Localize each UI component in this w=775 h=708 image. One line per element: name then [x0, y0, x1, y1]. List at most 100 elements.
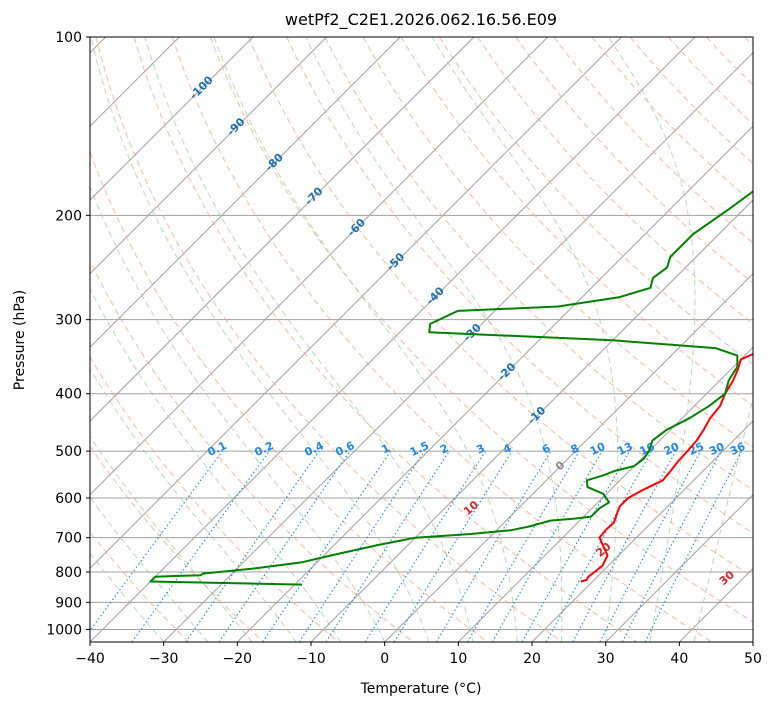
dry-adiabat-line	[744, 37, 753, 47]
mixing-ratio-label: 3	[474, 442, 486, 457]
mixing-ratio-line	[435, 450, 552, 642]
mixing-ratio-label: 25	[687, 440, 706, 458]
moist-adiabat-line	[90, 496, 209, 642]
y-tick-label: 800	[55, 565, 82, 581]
dry-adiabat-line	[324, 37, 753, 491]
theta-label: 10	[461, 498, 481, 518]
mixing-ratio-label: 4	[501, 441, 514, 456]
dry-adiabat-line	[90, 150, 488, 642]
mixing-ratio-line	[298, 450, 425, 642]
isotherm-label: -10	[525, 404, 548, 427]
dry-adiabat-line	[95, 37, 563, 642]
mixing-ratio-line	[364, 450, 486, 642]
isotherm-line	[90, 37, 622, 570]
dry-adiabat-line	[248, 37, 753, 578]
isotherm-line	[457, 346, 753, 642]
isotherm-label: 0	[553, 458, 568, 473]
moist-adiabat-line	[90, 37, 430, 642]
chart-title: wetPf2_C2E1.2026.062.16.56.E09	[285, 10, 557, 30]
mixing-ratio-line	[90, 450, 223, 632]
dry-adiabat-line	[668, 37, 753, 125]
dry-adiabat-line	[90, 445, 264, 642]
y-tick-label: 300	[55, 313, 82, 329]
mixing-ratio-label: 0.4	[303, 439, 326, 459]
y-tick-label: 600	[55, 491, 82, 507]
isotherm-line	[236, 125, 753, 642]
mixing-ratio-line	[467, 450, 580, 642]
mixing-ratio-line	[218, 450, 351, 642]
mixing-ratio-line	[185, 450, 320, 642]
moist-adiabat-line	[90, 435, 253, 642]
theta-label: 30	[717, 568, 737, 588]
x-tick-label: −10	[296, 651, 326, 667]
x-tick-label: 30	[597, 651, 615, 667]
y-tick-label: 400	[55, 387, 82, 403]
x-tick-label: 20	[523, 651, 541, 667]
x-tick-label: 40	[670, 651, 688, 667]
background-lines	[90, 37, 753, 642]
dry-adiabat-line	[706, 37, 753, 86]
dry-adiabat-line	[210, 37, 753, 623]
isotherm-label: -90	[224, 115, 247, 138]
x-tick-label: −20	[223, 651, 253, 667]
x-tick-label: 0	[380, 651, 389, 667]
dry-adiabat-line	[90, 356, 339, 642]
isotherm-line	[310, 199, 753, 642]
moist-adiabat-line	[90, 185, 386, 642]
isotherm-line	[90, 37, 549, 496]
x-axis-label: Temperature (°C)	[360, 681, 482, 697]
dry-adiabat-line	[90, 531, 190, 642]
y-axis-label: Pressure (hPa)	[12, 290, 28, 390]
dewpoint-profile-line	[149, 190, 753, 586]
isotherm-label: -100	[187, 73, 216, 102]
isotherm-line	[384, 272, 753, 642]
moist-adiabat-line	[305, 37, 563, 642]
isotherm-line	[752, 641, 753, 642]
mixing-ratio-label: 30	[707, 440, 727, 458]
isotherm-line	[90, 37, 254, 201]
moist-adiabat-line	[693, 395, 753, 642]
moist-adiabat-line	[607, 37, 696, 642]
dry-adiabat-line	[90, 259, 414, 642]
mixing-ratio-label: 6	[540, 441, 553, 456]
dry-adiabat-line	[438, 37, 753, 366]
dry-adiabat-line	[400, 37, 753, 407]
mixing-ratio-line	[545, 450, 653, 642]
moist-adiabat-line	[90, 287, 341, 642]
x-tick-label: −40	[75, 651, 105, 667]
mixing-ratio-label: 10	[588, 440, 608, 458]
y-tick-label: 1000	[46, 622, 82, 638]
mixing-ratio-label: 8	[569, 442, 581, 457]
isotherm-line	[90, 37, 696, 642]
x-tick-label: 10	[449, 651, 467, 667]
mixing-ratio-label: 0.6	[333, 439, 356, 459]
dry-adiabat-line	[477, 37, 753, 325]
mixing-ratio-label: 36	[728, 440, 748, 458]
mixing-ratio-label: 0.2	[253, 439, 276, 459]
mixing-ratio-line	[644, 450, 743, 642]
dry-adiabat-line	[286, 37, 753, 534]
dry-adiabat-line	[133, 37, 638, 642]
mixing-ratio-label: 0.1	[206, 439, 229, 459]
dry-adiabat-line	[171, 37, 712, 642]
mixing-ratio-label: 2	[438, 442, 450, 457]
x-tick-label: 50	[744, 651, 762, 667]
mixing-ratio-label: 1	[380, 442, 392, 457]
mixing-ratio-line	[393, 450, 513, 642]
y-tick-label: 700	[55, 531, 82, 547]
dry-adiabat-line	[553, 37, 753, 244]
isotherm-line	[531, 420, 753, 642]
mixing-ratio-label: 1.5	[408, 439, 431, 459]
mixing-ratio-line	[262, 450, 392, 642]
isotherm-label: -30	[461, 321, 484, 344]
isotherm-line	[163, 51, 753, 642]
y-tick-label: 200	[55, 208, 82, 224]
mixing-ratio-label: 13	[615, 440, 634, 458]
temperature-profile-line	[580, 352, 753, 583]
profile-lines	[149, 190, 753, 586]
x-tick-label: −30	[149, 651, 179, 667]
isotherm-label: -60	[345, 216, 368, 239]
isotherm-line	[90, 37, 328, 275]
mixing-ratio-line	[572, 450, 677, 642]
isotherm-label: -70	[302, 184, 325, 207]
